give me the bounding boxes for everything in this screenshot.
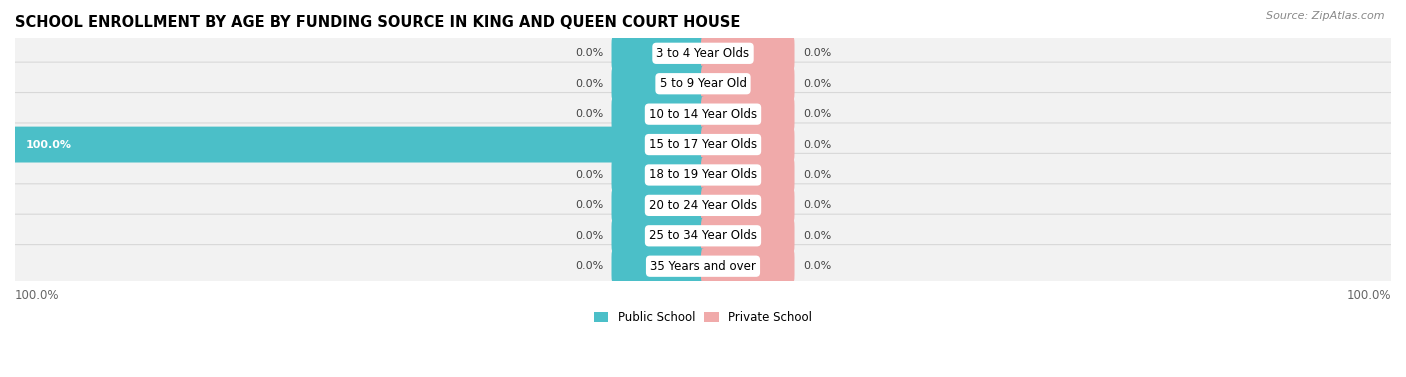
- FancyBboxPatch shape: [13, 123, 1393, 166]
- Text: 35 Years and over: 35 Years and over: [650, 260, 756, 273]
- Legend: Public School, Private School: Public School, Private School: [589, 307, 817, 329]
- FancyBboxPatch shape: [612, 96, 704, 132]
- FancyBboxPatch shape: [612, 248, 704, 284]
- Text: 0.0%: 0.0%: [803, 139, 831, 150]
- FancyBboxPatch shape: [13, 62, 1393, 105]
- Text: 0.0%: 0.0%: [575, 109, 603, 119]
- FancyBboxPatch shape: [612, 157, 704, 193]
- Text: 0.0%: 0.0%: [803, 109, 831, 119]
- Text: 0.0%: 0.0%: [575, 231, 603, 241]
- Text: 10 to 14 Year Olds: 10 to 14 Year Olds: [650, 108, 756, 121]
- FancyBboxPatch shape: [13, 32, 1393, 75]
- FancyBboxPatch shape: [13, 127, 704, 162]
- FancyBboxPatch shape: [702, 157, 794, 193]
- Text: 0.0%: 0.0%: [803, 170, 831, 180]
- FancyBboxPatch shape: [702, 187, 794, 223]
- FancyBboxPatch shape: [702, 218, 794, 254]
- FancyBboxPatch shape: [13, 184, 1393, 227]
- FancyBboxPatch shape: [13, 214, 1393, 257]
- FancyBboxPatch shape: [13, 92, 1393, 136]
- FancyBboxPatch shape: [702, 248, 794, 284]
- Text: 15 to 17 Year Olds: 15 to 17 Year Olds: [650, 138, 756, 151]
- Text: 0.0%: 0.0%: [575, 201, 603, 210]
- Text: 100.0%: 100.0%: [15, 289, 59, 302]
- Text: 0.0%: 0.0%: [575, 48, 603, 58]
- FancyBboxPatch shape: [612, 35, 704, 71]
- Text: 100.0%: 100.0%: [25, 139, 72, 150]
- FancyBboxPatch shape: [13, 153, 1393, 196]
- FancyBboxPatch shape: [612, 187, 704, 223]
- FancyBboxPatch shape: [702, 66, 794, 102]
- Text: 0.0%: 0.0%: [803, 261, 831, 271]
- Text: SCHOOL ENROLLMENT BY AGE BY FUNDING SOURCE IN KING AND QUEEN COURT HOUSE: SCHOOL ENROLLMENT BY AGE BY FUNDING SOUR…: [15, 15, 741, 30]
- Text: 0.0%: 0.0%: [803, 48, 831, 58]
- Text: 100.0%: 100.0%: [1347, 289, 1391, 302]
- Text: 3 to 4 Year Olds: 3 to 4 Year Olds: [657, 47, 749, 60]
- FancyBboxPatch shape: [702, 96, 794, 132]
- Text: 0.0%: 0.0%: [575, 170, 603, 180]
- FancyBboxPatch shape: [612, 218, 704, 254]
- FancyBboxPatch shape: [612, 66, 704, 102]
- Text: 5 to 9 Year Old: 5 to 9 Year Old: [659, 77, 747, 90]
- FancyBboxPatch shape: [702, 35, 794, 71]
- Text: 18 to 19 Year Olds: 18 to 19 Year Olds: [650, 169, 756, 181]
- Text: 25 to 34 Year Olds: 25 to 34 Year Olds: [650, 229, 756, 242]
- FancyBboxPatch shape: [13, 245, 1393, 288]
- Text: 20 to 24 Year Olds: 20 to 24 Year Olds: [650, 199, 756, 212]
- FancyBboxPatch shape: [702, 127, 794, 162]
- Text: Source: ZipAtlas.com: Source: ZipAtlas.com: [1267, 11, 1385, 21]
- Text: 0.0%: 0.0%: [803, 79, 831, 89]
- Text: 0.0%: 0.0%: [575, 79, 603, 89]
- Text: 0.0%: 0.0%: [803, 201, 831, 210]
- Text: 0.0%: 0.0%: [803, 231, 831, 241]
- Text: 0.0%: 0.0%: [575, 261, 603, 271]
